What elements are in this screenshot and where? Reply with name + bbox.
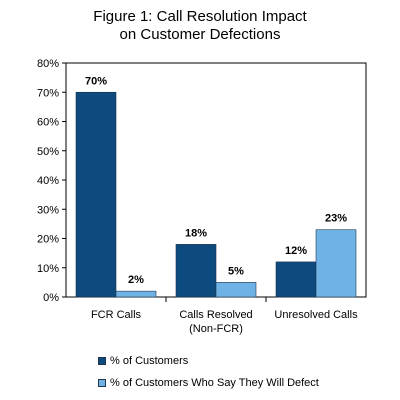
data-label-series-1: 18% (185, 227, 207, 239)
y-tick-label: 70% (37, 87, 59, 99)
legend-item-series-1: % of Customers (98, 350, 319, 372)
legend-label-series-1: % of Customers (110, 355, 189, 367)
legend: % of Customers % of Customers Who Say Th… (98, 350, 319, 394)
x-category-label: (Non-FCR) (189, 323, 243, 335)
chart-title-line-1: Figure 1: Call Resolution Impact (93, 8, 307, 25)
chart-title-line-2: on Customer Defections (119, 26, 281, 43)
bar-series-2 (315, 229, 357, 298)
bar-series-1 (275, 261, 317, 298)
bar-chart: 0% 10% 20% 30% 40% 50% 60% 70% 80% 70% 2% FCR Calls… (37, 58, 367, 335)
legend-item-series-2: % of Customers Who Say They Will Defect (98, 372, 319, 394)
bar-series-1 (75, 91, 117, 298)
legend-label-series-2: % of Customers Who Say They Will Defect (110, 377, 319, 389)
y-tick-label: 40% (37, 175, 59, 187)
legend-swatch-series-2 (98, 379, 106, 387)
bar-series-2 (215, 282, 257, 298)
data-label-series-2: 2% (128, 274, 144, 286)
y-tick-label: 0% (43, 292, 59, 304)
y-tick-label: 10% (37, 263, 59, 275)
y-tick-label: 50% (37, 146, 59, 158)
data-label-series-1: 12% (285, 245, 307, 257)
y-tick-label: 20% (37, 234, 59, 246)
data-label-series-2: 5% (228, 265, 244, 277)
bar-series-2 (115, 290, 157, 298)
data-label-series-2: 23% (325, 213, 347, 225)
x-category-label: Unresolved Calls (274, 309, 358, 321)
bar-series-1 (175, 244, 217, 298)
y-tick-label: 30% (37, 204, 59, 216)
legend-swatch-series-1 (98, 357, 106, 365)
chart-title: Figure 1: Call Resolution Impact on Cust… (0, 8, 400, 44)
x-category-label: FCR Calls (91, 309, 142, 321)
y-tick-label: 80% (37, 58, 59, 70)
x-category-label: Calls Resolved (179, 309, 252, 321)
y-tick-label: 60% (37, 117, 59, 129)
data-label-series-1: 70% (85, 75, 107, 87)
